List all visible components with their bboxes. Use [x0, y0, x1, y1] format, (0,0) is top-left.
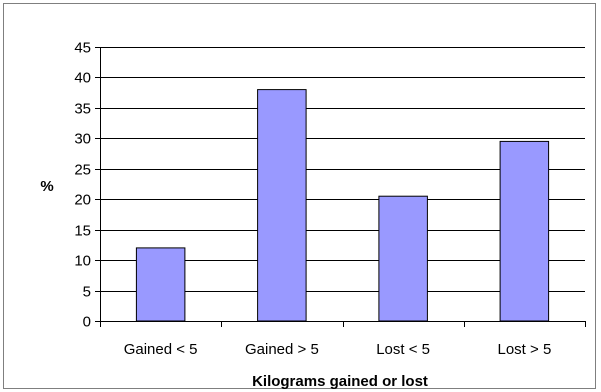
x-category-label: Gained < 5 [124, 341, 198, 358]
x-category-labels: Gained < 5 Gained > 5 Lost < 5 Lost > 5 [124, 341, 552, 358]
y-tick-label: 35 [74, 101, 91, 118]
x-category-label: Gained > 5 [245, 341, 319, 358]
x-category-label: Lost > 5 [498, 341, 552, 358]
y-tick-label: 0 [83, 314, 91, 331]
axes [95, 47, 586, 327]
y-tick-label: 10 [74, 253, 91, 270]
y-tick-label: 45 [74, 40, 91, 57]
y-tick-labels: 0 5 10 15 20 25 30 35 40 45 [74, 40, 91, 331]
bar-3 [499, 140, 550, 322]
bars [135, 89, 550, 322]
y-tick-label: 25 [74, 162, 91, 179]
bar-0 [135, 247, 186, 322]
bar-1 [257, 89, 307, 322]
y-tick-label: 5 [83, 284, 91, 301]
x-category-label: Lost < 5 [376, 341, 430, 358]
x-axis-title: Kilograms gained or lost [252, 373, 428, 390]
y-tick-label: 20 [74, 192, 91, 209]
y-tick-label: 30 [74, 131, 91, 148]
y-tick-label: 15 [74, 223, 91, 240]
bar-2 [378, 195, 428, 322]
y-axis-title: % [40, 178, 53, 195]
y-tick-label: 40 [74, 70, 91, 87]
